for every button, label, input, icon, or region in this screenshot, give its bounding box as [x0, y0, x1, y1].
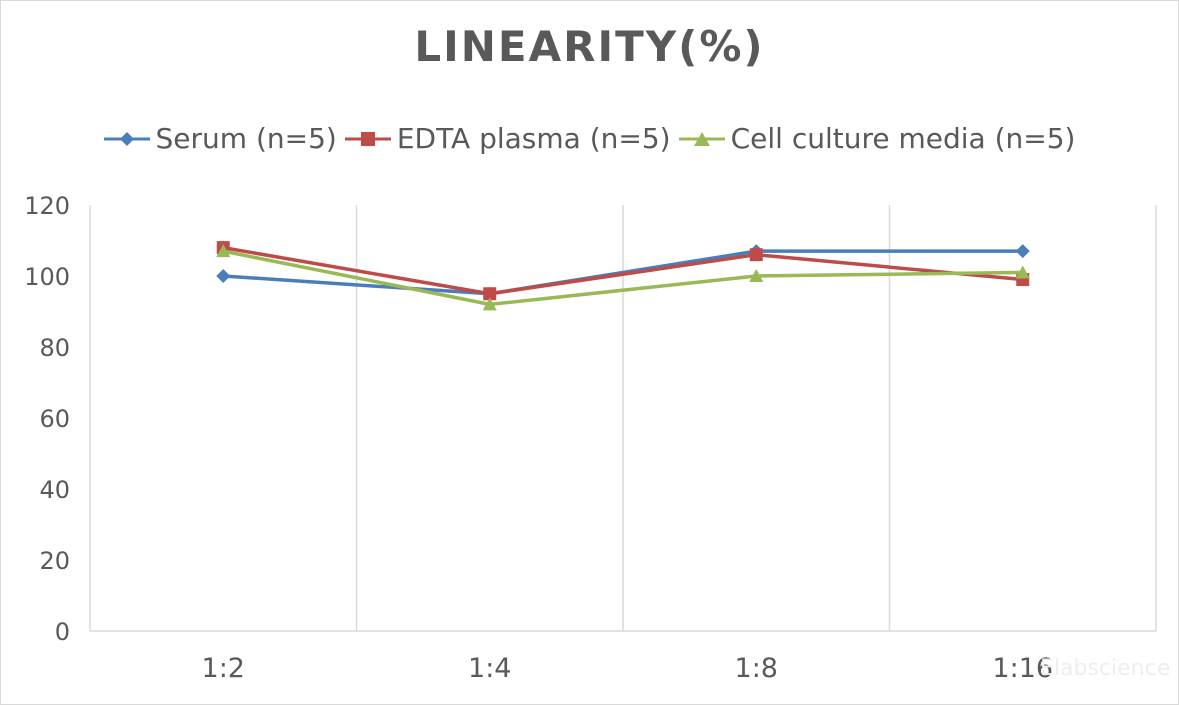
x-tick-label: 1:4 [468, 653, 511, 684]
x-tick-label: 1:16 [992, 653, 1053, 684]
legend-marker-edta [344, 131, 391, 146]
series-line-2 [222, 249, 1023, 307]
data-point-triangle [749, 269, 764, 282]
y-tick-label: 120 [24, 192, 70, 220]
series-line-1 [222, 245, 1023, 296]
data-point-diamond [1015, 244, 1030, 259]
legend-label-edta: EDTA plasma (n=5) [396, 122, 671, 155]
legend: Serum (n=5) EDTA plasma (n=5) Cell cultu… [0, 122, 1179, 155]
data-point-triangle [216, 244, 231, 258]
data-point-square [483, 287, 497, 301]
y-tick-label: 60 [39, 405, 70, 433]
legend-item-serum: Serum (n=5) [103, 122, 337, 155]
y-tick-label: 0 [55, 618, 70, 646]
y-tick-label: 20 [39, 547, 70, 575]
chart-title: LINEARITY(%) [414, 22, 765, 71]
legend-item-edta: EDTA plasma (n=5) [344, 122, 671, 155]
y-tick-label: 80 [39, 334, 70, 362]
watermark: Elabscience [1040, 656, 1171, 681]
data-point-triangle [1015, 265, 1030, 279]
data-point-triangle [482, 297, 497, 311]
legend-item-cell-culture: Cell culture media (n=5) [678, 122, 1076, 155]
legend-label-cell-culture: Cell culture media (n=5) [730, 122, 1076, 155]
legend-label-serum: Serum (n=5) [155, 122, 337, 155]
legend-marker-serum [103, 131, 150, 146]
series-line-0 [223, 249, 1023, 296]
data-point-diamond [216, 269, 231, 283]
y-tick-label: 100 [24, 263, 70, 291]
legend-marker-cell-culture [678, 131, 725, 146]
x-tick-label: 1:8 [735, 653, 778, 684]
x-tick-label: 1:2 [202, 653, 245, 684]
y-tick-label: 40 [39, 476, 70, 504]
data-point-square [749, 248, 763, 262]
